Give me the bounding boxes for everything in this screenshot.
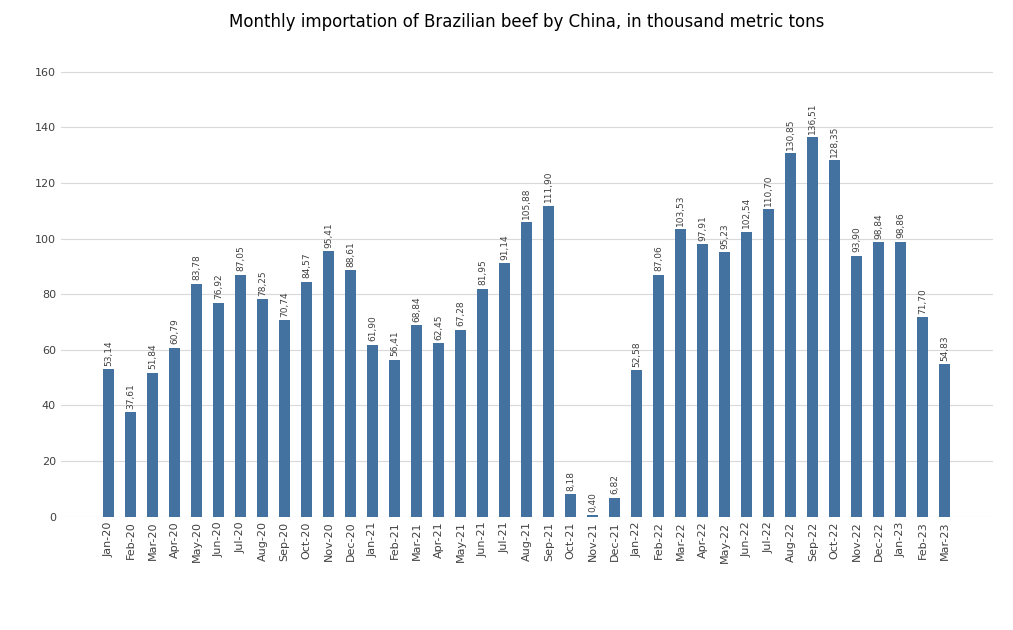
Bar — [257, 299, 268, 517]
Bar — [918, 318, 928, 517]
Text: 76,92: 76,92 — [214, 274, 223, 299]
Text: 130,85: 130,85 — [786, 118, 795, 149]
Bar — [411, 325, 422, 517]
Text: 128,35: 128,35 — [831, 125, 840, 156]
Bar — [742, 232, 753, 517]
Text: 98,84: 98,84 — [874, 213, 883, 239]
Bar — [543, 205, 554, 517]
Bar — [191, 284, 203, 517]
Bar — [565, 494, 576, 517]
Bar — [764, 209, 774, 517]
Bar — [301, 282, 312, 517]
Text: 87,05: 87,05 — [236, 246, 245, 272]
Bar — [939, 364, 950, 517]
Bar — [280, 320, 290, 517]
Bar — [345, 270, 357, 517]
Bar — [895, 242, 907, 517]
Text: 111,90: 111,90 — [544, 171, 553, 202]
Text: 81,95: 81,95 — [478, 260, 487, 285]
Text: 110,70: 110,70 — [765, 174, 773, 205]
Text: 70,74: 70,74 — [281, 291, 289, 317]
Text: 93,90: 93,90 — [852, 227, 861, 252]
Text: 91,14: 91,14 — [500, 234, 510, 260]
Text: 71,70: 71,70 — [919, 289, 927, 314]
Text: 95,23: 95,23 — [720, 223, 729, 249]
Text: 61,90: 61,90 — [368, 316, 377, 341]
Bar — [434, 343, 445, 517]
Bar — [785, 153, 796, 517]
Text: 95,41: 95,41 — [324, 222, 333, 248]
Text: 87,06: 87,06 — [654, 246, 664, 272]
Bar — [147, 372, 158, 517]
Bar — [653, 275, 665, 517]
Text: 60,79: 60,79 — [170, 319, 179, 345]
Text: 67,28: 67,28 — [456, 301, 465, 326]
Bar — [851, 256, 862, 517]
Bar — [169, 348, 180, 517]
Bar — [807, 137, 819, 517]
Text: 98,86: 98,86 — [897, 213, 906, 239]
Text: 88,61: 88,61 — [346, 241, 356, 267]
Text: 102,54: 102,54 — [743, 197, 752, 228]
Text: 52,58: 52,58 — [632, 341, 641, 367]
Bar — [631, 370, 642, 517]
Bar — [323, 251, 334, 517]
Text: 83,78: 83,78 — [192, 255, 202, 280]
Text: 37,61: 37,61 — [127, 383, 135, 409]
Text: 56,41: 56,41 — [390, 331, 399, 357]
Text: 68,84: 68,84 — [412, 296, 421, 322]
Text: 53,14: 53,14 — [104, 340, 113, 365]
Bar — [499, 263, 511, 517]
Text: 62,45: 62,45 — [435, 314, 444, 340]
Text: 78,25: 78,25 — [258, 270, 267, 295]
Bar — [719, 252, 730, 517]
Bar — [609, 498, 620, 517]
Text: 105,88: 105,88 — [523, 188, 531, 219]
Bar — [389, 360, 400, 517]
Bar — [235, 275, 246, 517]
Bar — [676, 229, 686, 517]
Bar — [126, 412, 136, 517]
Text: 84,57: 84,57 — [302, 253, 311, 278]
Text: 103,53: 103,53 — [677, 194, 686, 226]
Title: Monthly importation of Brazilian beef by China, in thousand metric tons: Monthly importation of Brazilian beef by… — [229, 13, 825, 32]
Bar — [830, 160, 841, 517]
Text: 97,91: 97,91 — [698, 215, 707, 241]
Text: 136,51: 136,51 — [808, 102, 817, 134]
Bar — [103, 369, 114, 517]
Bar — [368, 345, 378, 517]
Bar — [213, 303, 224, 517]
Bar — [522, 222, 532, 517]
Text: 8,18: 8,18 — [566, 471, 575, 491]
Bar — [477, 289, 488, 517]
Text: 6,82: 6,82 — [610, 474, 619, 495]
Text: 54,83: 54,83 — [940, 335, 949, 361]
Bar — [697, 244, 708, 517]
Bar — [455, 329, 466, 517]
Text: 0,40: 0,40 — [589, 492, 598, 512]
Text: 51,84: 51,84 — [148, 343, 157, 369]
Bar — [588, 515, 599, 517]
Bar — [873, 242, 884, 517]
